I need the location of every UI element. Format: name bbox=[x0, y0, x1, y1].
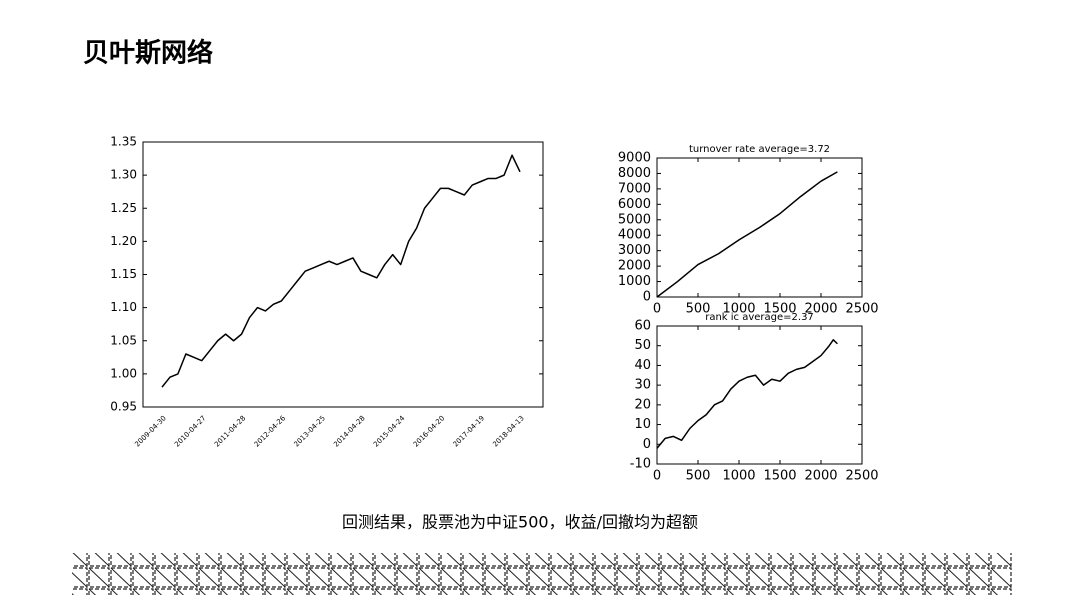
y-tick-label: 1.30 bbox=[110, 168, 137, 182]
y-tick-label: 40 bbox=[634, 358, 651, 373]
plot-frame bbox=[656, 325, 863, 465]
chart-title: turnover rate average=3.72 bbox=[689, 144, 830, 155]
x-tick-label: 2016-04-20 bbox=[412, 414, 446, 448]
y-tick-label: 60 bbox=[634, 319, 651, 334]
x-tick-label: 2017-04-19 bbox=[452, 414, 486, 448]
y-tick-label: 1.10 bbox=[110, 300, 137, 314]
x-tick-label: 2009-04-30 bbox=[133, 414, 167, 448]
y-tick-label: 7000 bbox=[618, 181, 651, 196]
decorative-band bbox=[72, 553, 1012, 595]
y-tick-label: -10 bbox=[630, 457, 651, 472]
y-tick-label: 0.95 bbox=[110, 400, 137, 414]
plot-frame bbox=[142, 141, 544, 408]
x-tick-label: 500 bbox=[686, 302, 711, 317]
y-tick-label: 30 bbox=[634, 378, 651, 393]
y-tick-label: 1.15 bbox=[110, 267, 137, 281]
x-tick-label: 2015-04-24 bbox=[372, 414, 407, 449]
y-tick-label: 9000 bbox=[618, 151, 651, 166]
y-tick-label: 5000 bbox=[618, 212, 651, 227]
y-tick-label: 1.05 bbox=[110, 333, 137, 347]
x-tick-label: 1500 bbox=[763, 302, 796, 317]
y-tick-label: 8000 bbox=[618, 166, 651, 181]
x-tick-label: 1500 bbox=[763, 469, 796, 484]
x-tick-label: 2011-04-28 bbox=[213, 414, 247, 448]
y-tick-label: 20 bbox=[634, 397, 651, 412]
x-tick-label: 2500 bbox=[845, 469, 878, 484]
data-line bbox=[161, 154, 521, 388]
x-tick-label: 0 bbox=[653, 302, 661, 317]
y-tick-label: 1.00 bbox=[110, 366, 137, 380]
y-tick-label: 50 bbox=[634, 338, 651, 353]
caption: 回测结果，股票池为中证500，收益/回撤均为超额 bbox=[342, 513, 698, 532]
y-tick-label: 10 bbox=[634, 417, 651, 432]
y-tick-label: 2000 bbox=[618, 259, 651, 274]
y-tick-label: 1.25 bbox=[110, 201, 137, 215]
y-tick-label: 1.35 bbox=[110, 135, 137, 149]
x-tick-label: 1000 bbox=[722, 302, 755, 317]
y-tick-label: 1.20 bbox=[110, 234, 137, 248]
x-tick-label: 500 bbox=[686, 469, 711, 484]
x-tick-label: 2012-04-26 bbox=[253, 414, 288, 449]
chart-title: rank ic average=2.37 bbox=[705, 312, 814, 323]
x-tick-label: 1000 bbox=[722, 469, 755, 484]
data-line bbox=[656, 171, 838, 298]
slide-title: 贝叶斯网络 bbox=[83, 38, 213, 69]
y-tick-label: 1000 bbox=[618, 274, 651, 289]
x-tick-label: 2500 bbox=[845, 302, 878, 317]
x-tick-label: 2014-04-28 bbox=[332, 414, 366, 448]
y-tick-label: 3000 bbox=[618, 243, 651, 258]
y-tick-label: 6000 bbox=[618, 197, 651, 212]
x-tick-label: 2013-04-25 bbox=[293, 414, 327, 448]
y-tick-label: 0 bbox=[643, 290, 651, 305]
x-tick-label: 0 bbox=[653, 469, 661, 484]
data-line bbox=[656, 339, 838, 449]
x-tick-label: 2010-04-27 bbox=[173, 414, 207, 448]
x-tick-label: 2000 bbox=[804, 302, 837, 317]
y-tick-label: 4000 bbox=[618, 228, 651, 243]
y-tick-label: 0 bbox=[643, 437, 651, 452]
x-tick-label: 2018-04-13 bbox=[491, 414, 525, 448]
x-tick-label: 2000 bbox=[804, 469, 837, 484]
